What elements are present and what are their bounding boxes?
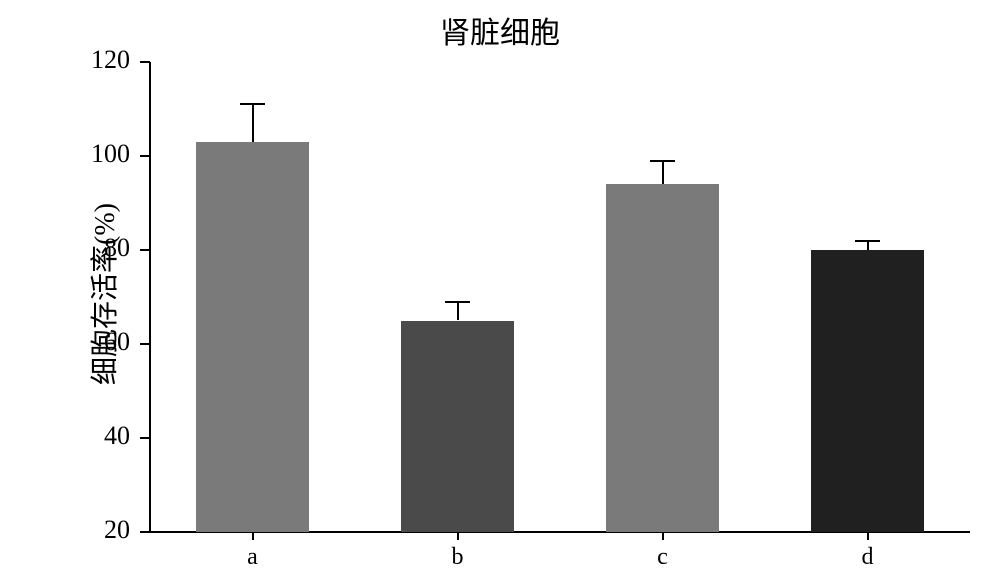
y-tick	[140, 249, 150, 251]
x-tick	[252, 532, 254, 540]
chart-container: 肾脏细胞 细胞存活率(%) 20406080100120abcd	[0, 0, 1000, 588]
y-tick-label: 40	[70, 421, 130, 451]
y-tick	[140, 531, 150, 533]
y-tick-label: 120	[70, 45, 130, 75]
y-tick-label: 20	[70, 515, 130, 545]
x-tick-label: b	[452, 544, 464, 571]
y-axis-label: 细胞存活率(%)	[83, 203, 123, 385]
y-tick-label: 60	[70, 327, 130, 357]
bar	[606, 184, 719, 532]
bar	[811, 250, 924, 532]
y-tick	[140, 61, 150, 63]
x-tick-label: c	[657, 544, 668, 571]
y-axis	[149, 62, 151, 532]
y-tick	[140, 437, 150, 439]
y-tick	[140, 343, 150, 345]
x-tick-label: a	[247, 544, 258, 571]
plot-area: 20406080100120abcd	[150, 62, 970, 532]
x-tick	[457, 532, 459, 540]
y-tick	[140, 155, 150, 157]
y-tick-label: 100	[70, 139, 130, 169]
x-tick	[867, 532, 869, 540]
bar	[196, 142, 309, 532]
bar	[401, 321, 514, 533]
x-tick-label: d	[862, 544, 874, 571]
x-tick	[662, 532, 664, 540]
y-tick-label: 80	[70, 233, 130, 263]
chart-title: 肾脏细胞	[0, 8, 1000, 52]
